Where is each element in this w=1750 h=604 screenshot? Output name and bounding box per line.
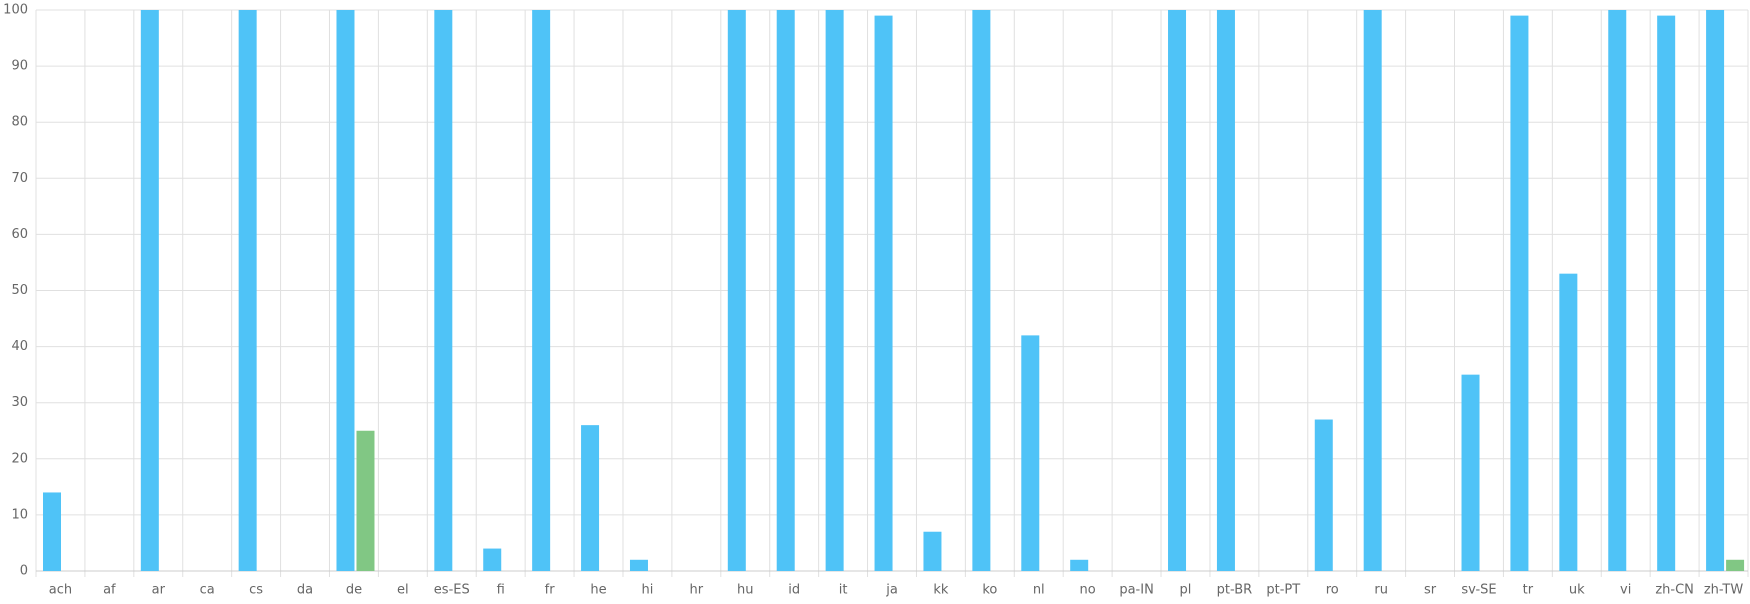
x-tick-label: zh-TW [1704,583,1744,598]
bar [532,10,551,571]
bar [1559,273,1578,571]
x-tick-label: hr [690,583,704,598]
x-tick-label: fr [545,583,556,598]
bar [727,10,746,571]
bar [1070,559,1089,571]
bar [43,492,61,571]
bar [1168,10,1187,571]
y-tick-label: 0 [20,564,28,579]
bar [1706,10,1725,571]
x-tick-label: hu [737,583,753,598]
y-tick-label: 10 [11,507,28,522]
bar [356,430,375,571]
bar [923,531,942,571]
x-tick-label: de [346,583,362,598]
x-tick-label: pt-PT [1266,583,1300,598]
x-tick-label: kk [933,583,949,598]
x-tick-label: zh-CN [1655,583,1694,598]
x-tick-label: af [103,583,116,598]
x-tick-label: tr [1523,583,1534,598]
x-tick-label: uk [1569,583,1585,598]
bar [1726,559,1745,571]
y-tick-label: 50 [11,283,28,298]
x-tick-label: fi [497,583,505,598]
x-tick-label: no [1080,583,1096,598]
y-tick-label: 30 [11,395,28,410]
x-tick-label: ja [885,583,898,598]
bar [1657,15,1676,572]
y-tick-label: 20 [11,451,28,466]
x-tick-label: id [788,583,800,598]
bar [874,15,893,572]
x-tick-label: es-ES [434,583,470,598]
x-tick-label: vi [1620,583,1631,598]
bar [1461,374,1480,571]
bar [434,10,453,571]
x-tick-label: it [839,583,848,598]
y-tick-label: 70 [11,171,28,186]
bar [1021,335,1040,571]
x-tick-label: el [397,583,409,598]
x-tick-label: da [297,583,313,598]
x-tick-label: he [590,583,606,598]
bar [238,10,257,571]
x-tick-label: nl [1033,583,1045,598]
bar [1510,15,1529,572]
bar [776,10,795,571]
x-tick-label: ar [152,583,166,598]
bar [336,10,355,571]
x-tick-label: pl [1180,583,1192,598]
bar [1363,10,1382,571]
bar [483,548,502,571]
bar [581,425,600,571]
bar [629,559,648,571]
x-tick-label: ko [982,583,997,598]
x-tick-label: sv-SE [1461,583,1496,598]
x-tick-label: ru [1374,583,1388,598]
y-tick-label: 100 [3,3,28,18]
bar [1216,10,1235,571]
x-tick-label: sr [1424,583,1437,598]
y-tick-label: 80 [11,115,28,130]
y-tick-label: 60 [11,227,28,242]
bar [825,10,844,571]
x-tick-label: pt-BR [1217,583,1253,598]
x-tick-label: cs [249,583,263,598]
bar [140,10,159,571]
x-tick-label: ro [1326,583,1339,598]
y-tick-label: 40 [11,339,28,354]
bar [1608,10,1627,571]
x-tick-label: ach [49,583,72,598]
x-tick-label: hi [641,583,653,598]
y-tick-label: 90 [11,59,28,74]
x-tick-label: pa-IN [1119,583,1153,598]
bar [972,10,991,571]
bar [1314,419,1333,571]
x-tick-label: ca [200,583,215,598]
